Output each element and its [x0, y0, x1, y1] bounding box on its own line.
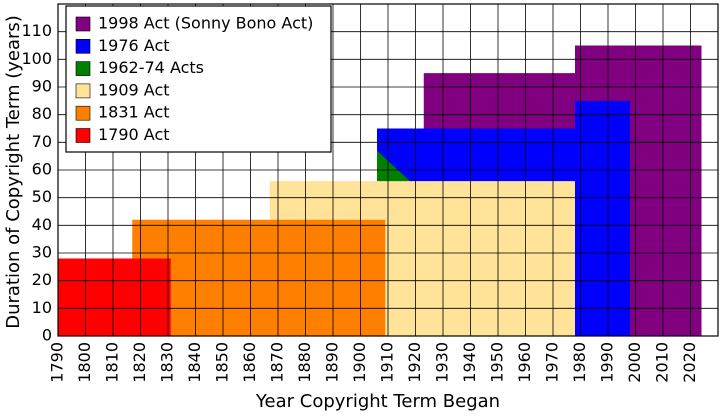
y-tick-label: 50 [32, 187, 52, 206]
x-tick-label: 1840 [185, 342, 204, 383]
legend-swatch [75, 83, 91, 99]
x-tick-label: 1910 [378, 342, 397, 383]
x-tick-label: 1850 [213, 342, 232, 383]
x-tick-label: 1860 [240, 342, 259, 383]
x-tick-label: 1830 [158, 342, 177, 383]
x-tick-label: 1800 [75, 342, 94, 383]
x-tick-label: 1940 [460, 342, 479, 383]
legend-label: 1790 Act [98, 125, 170, 144]
y-tick-label: 0 [42, 326, 52, 345]
x-tick-label: 1920 [405, 342, 424, 383]
x-tick-label: 1790 [48, 342, 67, 383]
y-tick-label: 30 [32, 243, 52, 262]
x-tick-label: 1960 [515, 342, 534, 383]
x-tick-label: 1930 [433, 342, 452, 383]
y-tick-label: 70 [32, 132, 52, 151]
x-tick-label: 1890 [323, 342, 342, 383]
legend-swatch [75, 16, 91, 32]
x-tick-label: 2000 [625, 342, 644, 383]
y-tick-label: 100 [21, 49, 52, 68]
x-tick-label: 1950 [488, 342, 507, 383]
y-tick-label: 60 [32, 160, 52, 179]
plot-frame [57, 3, 719, 337]
x-tick-label: 1870 [268, 342, 287, 383]
legend-label: 1962-74 Acts [98, 58, 204, 77]
legend-label: 1909 Act [98, 80, 170, 99]
legend-label: 1831 Act [98, 103, 170, 122]
x-axis-title: Year Copyright Term Began [255, 391, 500, 412]
legend-swatch [75, 38, 91, 54]
legend-label: 1998 Act (Sonny Bono Act) [98, 14, 313, 33]
legend: 1998 Act (Sonny Bono Act) 1976 Act 1962-74… [65, 5, 332, 153]
legend-swatch [75, 61, 91, 76]
area [58, 258, 171, 336]
y-tick-label: 40 [32, 215, 52, 234]
y-tick-label: 80 [32, 104, 52, 123]
legend-label: 1976 Act [98, 36, 170, 55]
x-tick-label: 1900 [350, 342, 369, 383]
y-tick-label: 90 [32, 77, 52, 96]
y-tick-label: 10 [32, 298, 52, 317]
y-axis-title: Duration of Copyright Term (years) [3, 15, 24, 329]
legend-swatch [75, 105, 91, 121]
x-tick-label: 1810 [103, 342, 122, 383]
x-tick-label: 1880 [295, 342, 314, 383]
x-tick-label: 1820 [130, 342, 149, 383]
x-tick-label: 2010 [653, 342, 672, 383]
x-tick-label: 1990 [598, 342, 617, 383]
y-tick-label: 20 [32, 270, 52, 289]
x-tick-label: 1980 [570, 342, 589, 383]
legend-swatch [75, 128, 91, 143]
x-tick-label: 1970 [543, 342, 562, 383]
legend-box [65, 5, 332, 153]
x-tick-label: 2020 [680, 342, 699, 383]
y-tick-label: 110 [21, 21, 52, 40]
